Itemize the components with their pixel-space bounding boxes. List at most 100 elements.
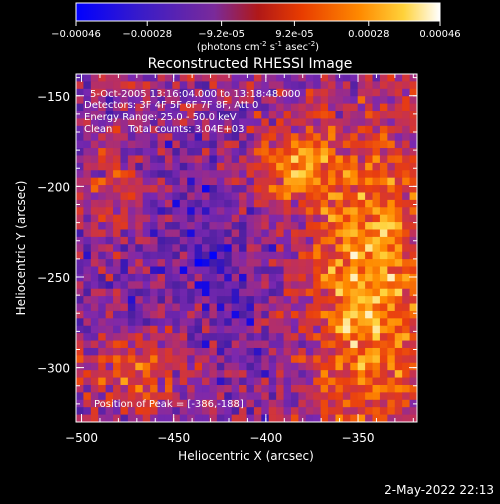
heatmap-cell: [372, 296, 381, 304]
heatmap-cell: [90, 81, 99, 90]
heatmap-cell: [261, 185, 270, 193]
heatmap-cell: [350, 185, 359, 193]
heatmap-cell: [379, 118, 388, 127]
heatmap-cell: [328, 407, 336, 415]
heatmap-cell: [83, 266, 92, 275]
heatmap-cell: [253, 347, 262, 356]
heatmap-cell: [283, 199, 292, 208]
heatmap-cell: [164, 155, 173, 164]
heatmap-cell: [409, 185, 417, 193]
heatmap-cell: [313, 318, 322, 327]
colorbar-tick-label: 0.00028: [348, 29, 389, 40]
heatmap-cell: [290, 148, 299, 156]
heatmap-cell: [98, 318, 107, 327]
heatmap-cell: [276, 74, 284, 82]
heatmap-cell: [164, 199, 173, 208]
heatmap-cell: [328, 177, 336, 186]
heatmap-cell: [246, 162, 255, 171]
heatmap-cell: [150, 236, 158, 245]
heatmap-cell: [313, 251, 322, 260]
heatmap-cell: [239, 96, 247, 105]
heatmap-cell: [187, 88, 196, 97]
heatmap-cell: [276, 140, 284, 149]
heatmap-cell: [402, 125, 410, 134]
heatmap-cell: [298, 236, 307, 245]
heatmap-cell: [224, 88, 233, 97]
heatmap-cell: [209, 310, 218, 319]
heatmap-cell: [342, 407, 351, 415]
heatmap-cell: [298, 170, 307, 179]
heatmap-cell: [246, 273, 255, 282]
heatmap-cell: [394, 162, 403, 171]
heatmap-cell: [179, 347, 188, 356]
heatmap-cell: [313, 170, 322, 179]
heatmap-cell: [216, 222, 225, 230]
heatmap-cell: [268, 355, 277, 364]
heatmap-cell: [394, 266, 403, 275]
heatmap-cell: [209, 88, 218, 97]
heatmap-cell: [298, 259, 307, 267]
heatmap-cell: [76, 199, 84, 208]
heatmap-cell: [328, 96, 336, 105]
heatmap-cell: [394, 155, 403, 164]
heatmap-cell: [179, 251, 188, 260]
heatmap-cell: [379, 288, 388, 297]
heatmap-cell: [313, 362, 322, 371]
heatmap-cell: [283, 347, 292, 356]
heatmap-cell: [90, 170, 99, 179]
heatmap-cell: [320, 259, 329, 267]
heatmap-cell: [320, 370, 329, 378]
heatmap-cell: [194, 155, 203, 164]
heatmap-cell: [105, 318, 114, 327]
heatmap-cell: [394, 355, 403, 364]
heatmap-cell: [246, 251, 255, 260]
heatmap-cell: [179, 377, 188, 386]
heatmap-cell: [320, 81, 329, 90]
heatmap-cell: [372, 162, 381, 171]
heatmap-cell: [172, 370, 181, 378]
heatmap-cell: [224, 229, 233, 238]
heatmap-cell: [231, 251, 240, 260]
heatmap-cell: [253, 288, 262, 297]
heatmap-cell: [120, 362, 129, 371]
annotation-clean: Clean Total counts: 3.04E+03: [84, 124, 244, 135]
heatmap-cell: [379, 310, 388, 319]
heatmap-cell: [90, 251, 99, 260]
heatmap-cell: [239, 318, 247, 327]
heatmap-cell: [179, 185, 188, 193]
heatmap-cell: [276, 266, 284, 275]
heatmap-cell: [253, 392, 262, 401]
heatmap-cell: [83, 140, 92, 149]
heatmap-cell: [335, 222, 344, 230]
heatmap-cell: [224, 148, 233, 156]
heatmap-cell: [202, 207, 210, 216]
heatmap-cell: [328, 103, 336, 112]
heatmap-cell: [246, 303, 255, 312]
heatmap-cell: [246, 310, 255, 319]
heatmap-cell: [394, 384, 403, 393]
heatmap-cell: [142, 310, 151, 319]
heatmap-cell: [231, 155, 240, 164]
heatmap-cell: [172, 177, 181, 186]
heatmap-cell: [113, 281, 121, 290]
heatmap-cell: [350, 170, 359, 179]
heatmap-cell: [120, 399, 129, 408]
heatmap-cell: [328, 199, 336, 208]
heatmap-cell: [357, 281, 366, 290]
heatmap-cell: [290, 96, 299, 105]
heatmap-cell: [305, 296, 314, 304]
heatmap-cell: [76, 377, 84, 386]
heatmap-cell: [335, 355, 344, 364]
heatmap-cell: [164, 111, 173, 119]
heatmap-cell: [76, 281, 84, 290]
heatmap-cell: [202, 407, 210, 415]
heatmap-cell: [394, 222, 403, 230]
heatmap-cell: [394, 96, 403, 105]
heatmap-cell: [379, 414, 388, 422]
heatmap-cell: [402, 244, 410, 253]
heatmap-cell: [409, 407, 417, 415]
heatmap-cell: [394, 251, 403, 260]
heatmap-cell: [253, 74, 262, 82]
heatmap-cell: [313, 236, 322, 245]
heatmap-cell: [83, 222, 92, 230]
